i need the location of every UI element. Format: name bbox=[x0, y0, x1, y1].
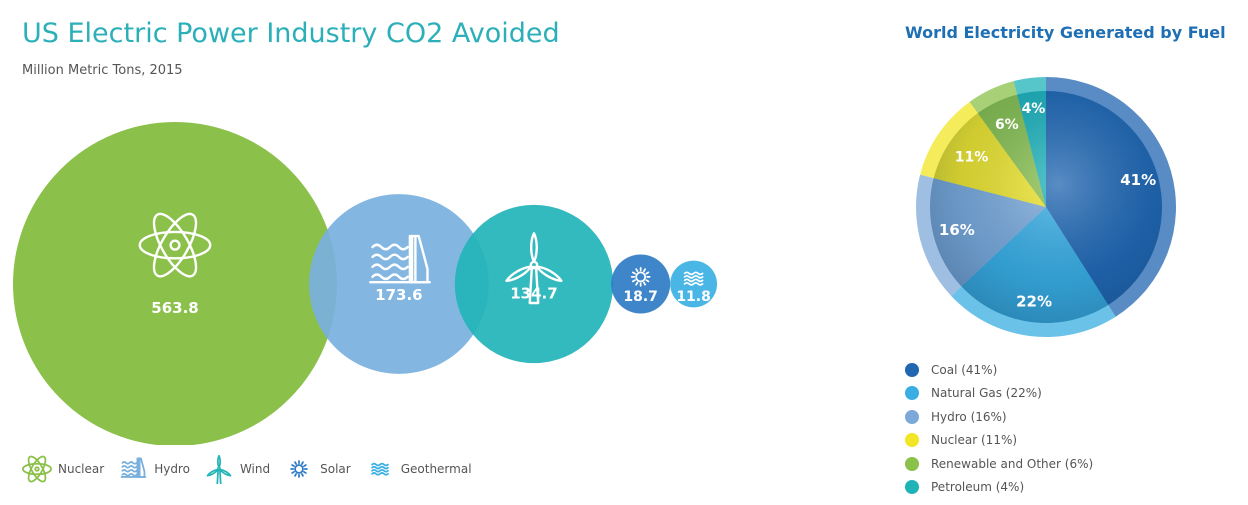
pie-legend-item: Hydro (16%) bbox=[905, 405, 1093, 429]
bubble-chart: 563.8 173.6 134.7 18.7 11.8 bbox=[13, 122, 718, 445]
pie-legend: Coal (41%) Natural Gas (22%) Hydro (16%) Nu… bbox=[905, 358, 1093, 499]
globe-shading bbox=[930, 91, 1162, 323]
bubble-wind: 134.7 bbox=[454, 204, 614, 364]
pie-legend-item: Coal (41%) bbox=[905, 358, 1093, 382]
bubble-hydro: 173.6 bbox=[309, 194, 489, 374]
legend-label: Solar bbox=[320, 462, 351, 476]
pie-legend-label: Petroleum (4%) bbox=[931, 480, 1025, 495]
pie-slice-label: 4% bbox=[1022, 101, 1046, 117]
pie-legend-label: Hydro (16%) bbox=[931, 409, 1007, 424]
bubble-circle bbox=[454, 204, 614, 364]
bubble-geothermal: 11.8 bbox=[670, 260, 718, 308]
sun-icon bbox=[290, 460, 308, 478]
bubble-chart-title: US Electric Power Industry CO2 Avoided bbox=[22, 18, 560, 49]
pie-slice-label: 16% bbox=[939, 221, 975, 239]
bubble-value-label: 18.7 bbox=[623, 289, 658, 305]
pie-slice-label: 11% bbox=[955, 149, 989, 165]
bubble-circle bbox=[309, 194, 489, 374]
pie-slice-label: 41% bbox=[1120, 171, 1156, 189]
hydro-icon bbox=[120, 457, 147, 478]
legend-label: Nuclear bbox=[58, 462, 105, 476]
pie-legend-item: Nuclear (11%) bbox=[905, 429, 1093, 453]
pie-legend-label: Coal (41%) bbox=[931, 362, 998, 377]
atom-icon bbox=[138, 212, 212, 278]
legend-item-hydro: Hydro bbox=[118, 454, 190, 484]
bubble-chart-subtitle: Million Metric Tons, 2015 bbox=[22, 63, 183, 78]
pie-chart: 41% 22% 16% 11% 6%4% bbox=[916, 77, 1176, 337]
legend-label: Geothermal bbox=[400, 462, 472, 476]
wind-turbine-icon bbox=[206, 454, 232, 484]
bubble-legend: Nuclear Hydro Wind Solar Geothermal bbox=[22, 450, 486, 488]
wind-turbine-icon bbox=[505, 232, 563, 305]
legend-item-geothermal: Geothermal bbox=[365, 454, 472, 484]
bubble-value-label: 11.8 bbox=[676, 289, 711, 305]
bubble-circle bbox=[13, 122, 337, 445]
legend-item-solar: Solar bbox=[284, 454, 351, 484]
pie-legend-item: Petroleum (4%) bbox=[905, 476, 1093, 500]
bubble-value-label: 134.7 bbox=[510, 284, 557, 302]
sun-icon bbox=[630, 267, 651, 287]
pie-legend-swatch bbox=[905, 386, 919, 401]
geothermal-waves-icon bbox=[683, 271, 704, 286]
bubble-value-label: 563.8 bbox=[151, 299, 198, 317]
hydro-icon bbox=[369, 234, 431, 284]
legend-label: Hydro bbox=[154, 462, 190, 476]
bubble-value-label: 173.6 bbox=[375, 286, 422, 304]
bubble-nuclear: 563.8 bbox=[13, 122, 337, 445]
pie-legend-item: Natural Gas (22%) bbox=[905, 382, 1093, 406]
legend-item-nuclear: Nuclear bbox=[22, 454, 104, 484]
pie-legend-swatch bbox=[905, 480, 919, 495]
pie-legend-label: Natural Gas (22%) bbox=[931, 386, 1042, 401]
pie-legend-label: Renewable and Other (6%) bbox=[931, 456, 1094, 471]
pie-chart-title: World Electricity Generated by Fuel bbox=[905, 23, 1226, 42]
geothermal-waves-icon bbox=[370, 462, 389, 476]
pie-legend-swatch bbox=[905, 362, 919, 377]
pie-legend-swatch bbox=[905, 409, 919, 424]
pie-legend-swatch bbox=[905, 433, 919, 448]
pie-legend-item: Renewable and Other (6%) bbox=[905, 452, 1093, 476]
pie-slice-label: 22% bbox=[1016, 292, 1052, 310]
legend-item-wind: Wind bbox=[204, 454, 270, 484]
pie-slice-label: 6% bbox=[995, 117, 1019, 133]
atom-icon bbox=[22, 455, 52, 483]
pie-legend-swatch bbox=[905, 456, 919, 471]
legend-label: Wind bbox=[239, 462, 271, 476]
bubble-solar: 18.7 bbox=[611, 254, 671, 314]
pie-legend-label: Nuclear (11%) bbox=[931, 433, 1018, 448]
